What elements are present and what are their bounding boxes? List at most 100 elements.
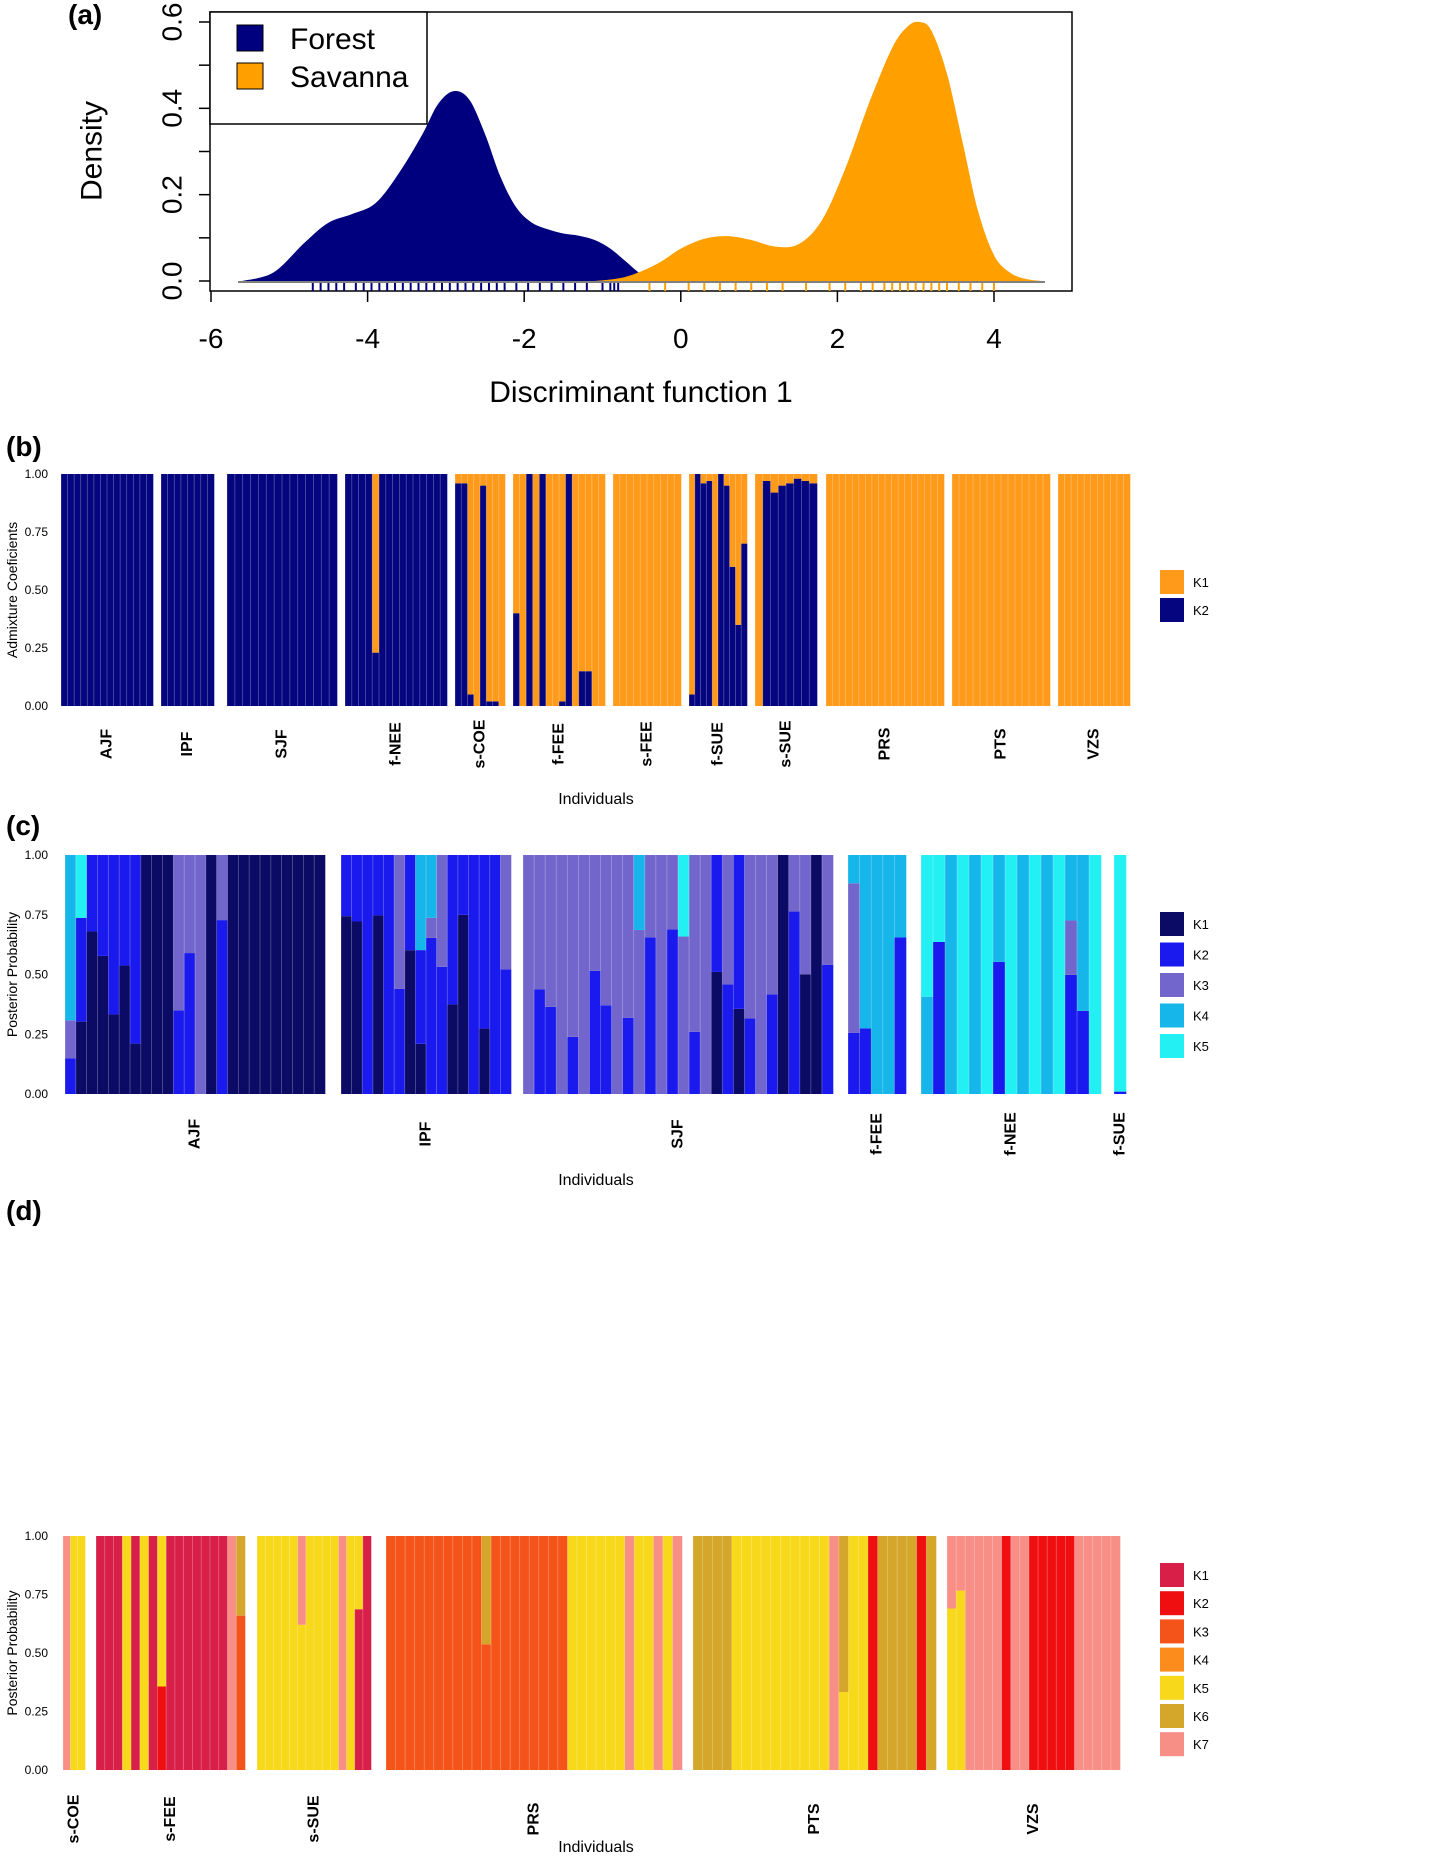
y-axis-label-d: Posterior Probability bbox=[4, 1590, 20, 1715]
bar-segment-k1 bbox=[689, 474, 696, 695]
bar-segment-k2 bbox=[993, 961, 1006, 1094]
bar-segment-k2 bbox=[455, 483, 462, 706]
bar-segment-k5 bbox=[731, 1536, 742, 1770]
bar-segment-k3 bbox=[426, 917, 437, 938]
bar-segment-k1 bbox=[904, 474, 912, 706]
bar-segment-k2 bbox=[867, 1536, 878, 1770]
bar-segment-k1 bbox=[166, 1536, 176, 1770]
bar-segment-k3 bbox=[799, 855, 812, 975]
legend-swatch-k1 bbox=[1160, 912, 1184, 936]
bar-segment-k5 bbox=[586, 1536, 597, 1770]
bar-segment-k2 bbox=[723, 485, 730, 706]
group-label-f-nee: f-NEE bbox=[388, 722, 405, 766]
bar-segment-k4 bbox=[415, 855, 427, 951]
bar-segment-k2 bbox=[392, 474, 400, 706]
bar-segment-k2 bbox=[467, 694, 475, 706]
y-tick-label-b: 0.25 bbox=[25, 641, 49, 655]
panel-label-a: (a) bbox=[68, 0, 102, 30]
bar-segment-k1 bbox=[492, 474, 500, 702]
bar-segment-k1 bbox=[711, 971, 723, 1094]
bar-segment-k4 bbox=[633, 855, 646, 930]
legend-a: Forest Savanna bbox=[209, 11, 428, 125]
legend-b: K1 K2 bbox=[1160, 570, 1209, 622]
group-label-sjf: SJF bbox=[670, 1119, 687, 1149]
bar-segment-k4 bbox=[426, 855, 437, 918]
bar-segment-k2 bbox=[492, 701, 500, 706]
bar-segment-k6 bbox=[702, 1536, 713, 1770]
bar-segment-k5 bbox=[322, 1536, 331, 1770]
bar-segment-k5 bbox=[643, 1536, 654, 1770]
group-label-vzs: VZS bbox=[1025, 1803, 1042, 1834]
group-label-prs: PRS bbox=[526, 1802, 543, 1835]
bar-segment-k2 bbox=[479, 855, 491, 1029]
bar-segment-k1 bbox=[619, 474, 627, 706]
legend-swatch-k4 bbox=[1160, 1647, 1184, 1672]
bar-segment-k2 bbox=[207, 474, 215, 706]
bar-segment-k3 bbox=[436, 855, 448, 967]
bar-segment-k2 bbox=[1065, 1536, 1075, 1770]
bar-segment-k1 bbox=[980, 474, 988, 706]
bar-segment-k1 bbox=[314, 855, 326, 1094]
bar-segment-k3 bbox=[65, 1020, 77, 1059]
group-label-s-sue: s-SUE bbox=[778, 720, 795, 767]
bar-segment-k7 bbox=[227, 1536, 237, 1770]
group-s-fee: s-FEE bbox=[612, 474, 682, 767]
bar-segment-k2 bbox=[61, 474, 68, 706]
bar-segment-k2 bbox=[786, 483, 795, 706]
y-tick-label-b: 1.00 bbox=[25, 467, 49, 481]
bar-segment-k2 bbox=[534, 989, 546, 1094]
bar-segment-k5 bbox=[139, 1536, 149, 1770]
bar-segment-k3 bbox=[491, 1536, 501, 1770]
bar-segment-k1 bbox=[799, 974, 812, 1094]
bar-segment-k1 bbox=[613, 474, 621, 706]
bar-segment-k1 bbox=[479, 1028, 491, 1094]
group-sjf: SJF bbox=[226, 474, 338, 759]
group-label-vzs: VZS bbox=[1086, 728, 1103, 759]
bar-segment-k2 bbox=[1038, 1536, 1048, 1770]
bar-segment-k5 bbox=[265, 1536, 274, 1770]
bar-segment-k3 bbox=[848, 883, 860, 1033]
bar-segment-k2 bbox=[436, 966, 448, 1094]
bar-segment-k2 bbox=[415, 950, 427, 1044]
bar-segment-k3 bbox=[1065, 920, 1078, 975]
bar-segment-k1 bbox=[1097, 474, 1105, 706]
bar-segment-k2 bbox=[821, 964, 834, 1094]
bar-segment-k1 bbox=[457, 914, 469, 1094]
bar-segment-k3 bbox=[689, 855, 701, 1032]
bar-segment-k3 bbox=[600, 855, 612, 1006]
bar-segment-k1 bbox=[86, 931, 98, 1094]
bar-segment-k1 bbox=[898, 474, 905, 706]
x-axis-label-c: Individuals bbox=[558, 1172, 634, 1189]
x-axis-label-a: Discriminant function 1 bbox=[489, 376, 792, 409]
bar-segment-k2 bbox=[585, 671, 593, 706]
bar-segment-k2 bbox=[227, 474, 236, 706]
y-tick-label-c: 1.00 bbox=[25, 848, 49, 862]
bar-segment-k3 bbox=[788, 855, 801, 912]
bar-segment-k5 bbox=[1089, 855, 1102, 1094]
bar-segment-k1 bbox=[786, 474, 795, 484]
x-tick-label-a: -2 bbox=[512, 323, 537, 354]
group-f-fee: f-FEE bbox=[847, 855, 907, 1155]
bar-segment-k2 bbox=[413, 474, 421, 706]
y-tick-label-c: 0.50 bbox=[25, 968, 49, 982]
bar-segment-k7 bbox=[338, 1536, 347, 1770]
bar-segment-k2 bbox=[1047, 1536, 1057, 1770]
bar-segment-k1 bbox=[486, 474, 493, 702]
bar-segment-k1 bbox=[1043, 474, 1051, 706]
bar-segment-k1 bbox=[104, 1536, 114, 1770]
bar-segment-k5 bbox=[1114, 855, 1127, 1092]
bar-segment-k1 bbox=[735, 474, 742, 625]
bar-segment-k1 bbox=[700, 474, 707, 484]
x-tick-label-a: -4 bbox=[355, 323, 380, 354]
bar-segment-k5 bbox=[848, 1536, 859, 1770]
bar-segment-k2 bbox=[75, 917, 87, 1022]
legend-label-k5: K5 bbox=[1193, 1039, 1209, 1054]
y-tick-label-a: 0.2 bbox=[157, 175, 188, 214]
bar-segment-k1 bbox=[891, 474, 899, 706]
legend-label-k2: K2 bbox=[1193, 603, 1209, 618]
bar-segment-k1 bbox=[801, 474, 810, 481]
group-label-s-coe: s-COE bbox=[472, 719, 489, 768]
bar-segment-k5 bbox=[761, 1536, 772, 1770]
bar-segment-k7 bbox=[653, 1536, 664, 1770]
bar-segment-k1 bbox=[455, 474, 462, 484]
